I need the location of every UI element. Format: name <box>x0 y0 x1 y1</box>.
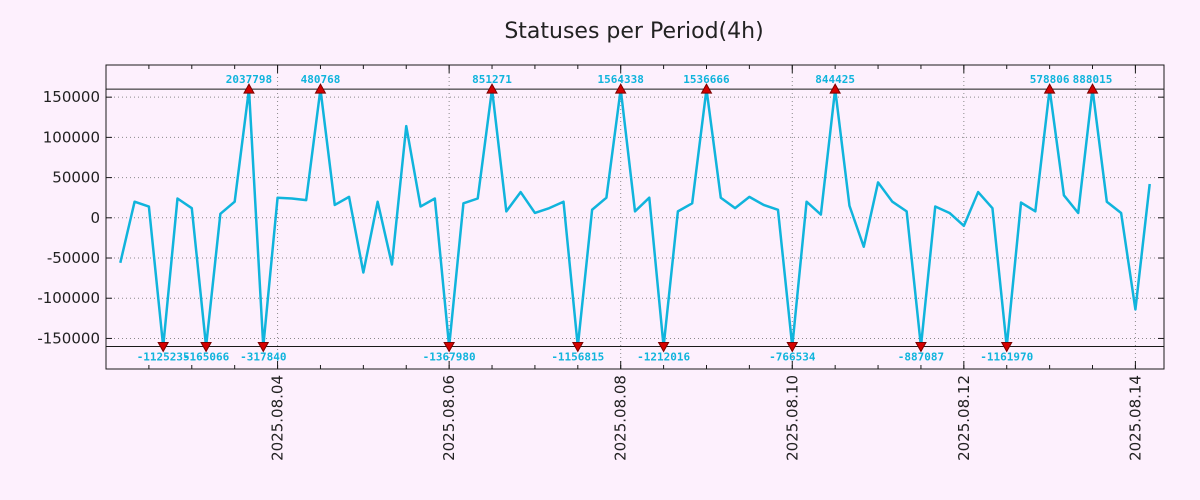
min-marker <box>657 341 670 353</box>
max-marker <box>700 83 713 94</box>
max-marker <box>486 83 498 94</box>
min-marker <box>786 341 799 353</box>
peak-label: 2037798 <box>226 73 272 86</box>
peak-label: 578806 <box>1030 73 1070 86</box>
peak-label: -1367980 <box>423 350 476 363</box>
plot-frame <box>105 64 1165 370</box>
series-line <box>119 87 1151 348</box>
min-marker <box>1000 341 1013 353</box>
peak-label: 888015 <box>1073 73 1113 86</box>
max-marker <box>829 83 842 94</box>
min-marker <box>200 341 212 353</box>
max-marker <box>614 83 627 94</box>
peak-label: 851271 <box>472 73 512 86</box>
peak-label: -165066 <box>183 350 230 363</box>
peak-label: 844425 <box>815 73 855 86</box>
max-marker <box>1043 83 1056 94</box>
peak-label: -1212016 <box>637 350 690 363</box>
x-tick-label: 2025.08.12 <box>955 375 973 461</box>
clip-limit-lines <box>106 88 1164 347</box>
peak-label: -317840 <box>240 350 286 363</box>
min-marker <box>257 341 270 353</box>
min-marker <box>157 341 170 353</box>
peak-labels: -1125235-165066 2037798 -317840 480768 -1367… <box>137 73 1113 363</box>
y-tick-label: 0 <box>90 209 100 227</box>
series-group <box>119 87 1151 348</box>
peak-label: 1564338 <box>598 73 644 86</box>
y-tick-label: -150000 <box>37 329 100 347</box>
x-tick-label: 2025.08.04 <box>269 375 287 461</box>
y-tick-label: 50000 <box>52 169 100 187</box>
y-tick-label: 100000 <box>43 128 100 146</box>
peak-markers <box>157 83 1099 353</box>
peak-label: -766534 <box>769 350 816 363</box>
x-tick-label: 2025.08.06 <box>440 375 458 461</box>
peak-label: -1156815 <box>551 350 604 363</box>
peak-label: 1536666 <box>683 73 730 86</box>
x-tick-label: 2025.08.10 <box>783 375 801 461</box>
chart-title: Statuses per Period(4h) <box>504 19 763 44</box>
min-marker <box>443 341 455 353</box>
max-marker <box>243 83 255 94</box>
x-tick-label: 2025.08.14 <box>1126 375 1144 461</box>
y-tick-label: -50000 <box>47 249 100 267</box>
max-marker <box>314 83 327 94</box>
peak-label: -887087 <box>898 350 944 363</box>
max-marker <box>1086 83 1099 94</box>
axes: -150000 -100000 -50000 0 50000 100000 150000 20… <box>37 65 1164 461</box>
min-marker <box>915 341 927 353</box>
grid <box>106 65 1164 369</box>
min-marker <box>571 341 584 353</box>
peak-label: -1161970 <box>980 350 1033 363</box>
x-tick-label: 2025.08.08 <box>612 375 630 461</box>
peak-label: 480768 <box>301 73 341 86</box>
y-tick-label: 150000 <box>43 88 100 106</box>
peak-label: -1125235 <box>137 350 190 363</box>
y-tick-label: -100000 <box>37 289 100 307</box>
